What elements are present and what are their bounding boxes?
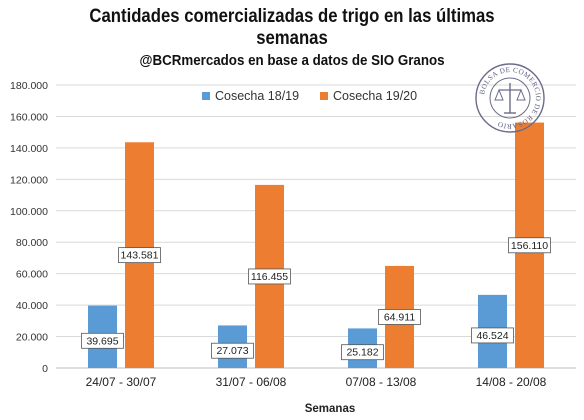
chart-title-line-1: Cantidades comercializadas de trigo en l… <box>89 6 495 27</box>
legend-label: Cosecha 18/19 <box>215 89 299 103</box>
data-label-box <box>81 332 124 349</box>
data-label-box <box>248 268 291 285</box>
data-label: 156.110 <box>511 240 548 252</box>
x-tick-label: 07/08 - 13/08 <box>346 375 417 389</box>
legend-label: Cosecha 19/20 <box>333 89 417 103</box>
x-tick-label: 14/08 - 20/08 <box>476 375 547 389</box>
data-label-box <box>378 309 421 325</box>
data-label: 143.581 <box>121 250 159 262</box>
x-axis-title: Semanas <box>305 403 356 415</box>
chart-subtitle: @BCRmercados en base a datos de SIO Gran… <box>139 53 445 69</box>
y-tick-label: 180.000 <box>10 80 48 92</box>
y-tick-label: 100.000 <box>10 206 48 218</box>
data-label-box <box>341 344 384 361</box>
y-tick-label: 140.000 <box>10 143 48 155</box>
data-label: 27.073 <box>216 345 248 357</box>
y-tick-label: 120.000 <box>10 174 48 186</box>
data-label-box <box>471 327 514 344</box>
y-tick-label: 80.000 <box>16 237 48 249</box>
x-tick-label: 31/07 - 06/08 <box>216 375 287 389</box>
y-tick-label: 160.000 <box>10 111 48 123</box>
data-label: 39.695 <box>86 335 118 347</box>
y-tick-label: 20.000 <box>16 332 48 344</box>
chart-title-line-2: semanas <box>256 28 328 49</box>
data-label-box <box>508 237 551 254</box>
data-label: 64.911 <box>384 311 415 323</box>
legend-swatch <box>202 92 210 100</box>
y-tick-label: 60.000 <box>16 269 48 281</box>
y-tick-label: 0 <box>42 363 48 375</box>
y-tick-label: 40.000 <box>16 300 48 312</box>
legend-swatch <box>320 92 328 100</box>
data-label-box <box>211 342 254 359</box>
data-label: 25.182 <box>346 347 378 359</box>
x-tick-label: 24/07 - 30/07 <box>86 375 157 389</box>
data-label: 116.455 <box>251 271 288 283</box>
data-label: 46.524 <box>476 330 508 342</box>
bolsa-de-comercio-seal-icon: BOLSA DE COMERCIO DE ROSARIO <box>475 63 545 133</box>
data-label-box <box>118 247 161 264</box>
chart-title: Cantidades comercializadas de trigo en l… <box>35 6 549 50</box>
